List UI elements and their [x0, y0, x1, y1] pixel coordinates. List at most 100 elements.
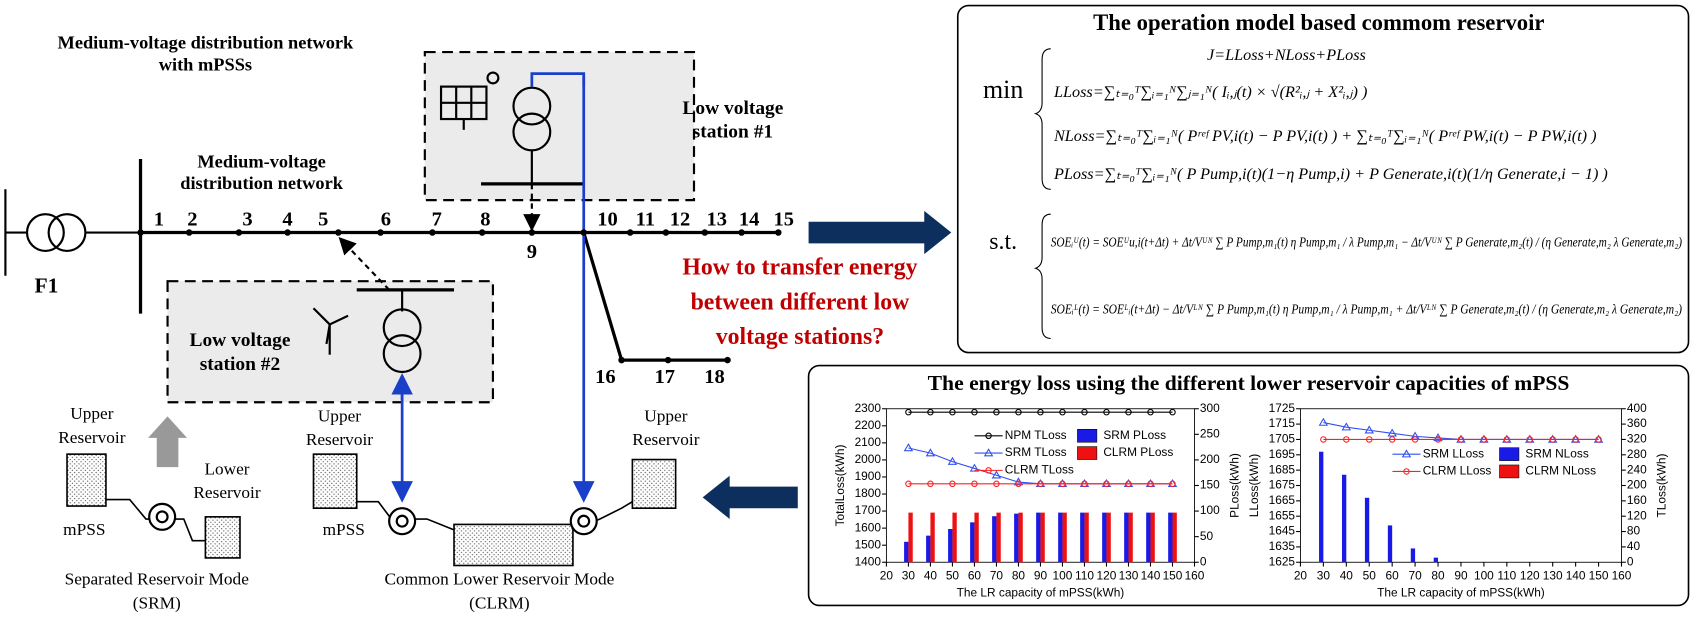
x-tick-label: 90: [1454, 568, 1468, 582]
y-tick-label: 1675: [1269, 478, 1296, 492]
x-tick-label: 120: [1520, 568, 1540, 582]
bar: [974, 512, 979, 563]
point: [905, 480, 912, 488]
y2-tick-label: 50: [1200, 529, 1214, 543]
x-tick-label: 150: [1589, 568, 1609, 582]
node-label: 17: [655, 366, 676, 388]
bus-node: [528, 229, 536, 236]
legend-label: CLRM PLoss: [1103, 445, 1173, 459]
point: [1059, 408, 1066, 416]
bar: [1387, 525, 1393, 563]
point: [1388, 436, 1396, 443]
bus-node: [377, 229, 384, 236]
bus-node: [662, 229, 670, 236]
bus-node: [185, 229, 193, 236]
bar: [1172, 512, 1177, 563]
point: [947, 456, 958, 465]
bar: [1410, 548, 1416, 563]
bus-node: [724, 356, 731, 364]
y2-tick-label: 200: [1200, 452, 1220, 466]
point: [1037, 480, 1044, 488]
wind-icon: [312, 307, 349, 355]
x-tick-label: 160: [1185, 568, 1205, 582]
point: [949, 408, 956, 416]
x-tick-label: 140: [1566, 568, 1586, 582]
point: [1081, 480, 1088, 488]
y-tick-label: 1695: [1269, 447, 1296, 461]
point: [1125, 408, 1132, 416]
reservoir-label: Reservoir: [306, 430, 373, 449]
y-tick-label: 1635: [1269, 539, 1296, 553]
point: [1169, 480, 1176, 488]
point: [1343, 436, 1350, 443]
point: [925, 448, 936, 457]
model-label: min: [983, 75, 1023, 104]
legend-label: SRM NLoss: [1525, 446, 1588, 460]
node-label: 9: [527, 241, 537, 263]
bar: [1364, 497, 1370, 563]
equation: NLoss=∑ₜ₌₀ᵀ∑ᵢ₌₁ᴺ( Pʳᵉᶠ PV,i(t) − P PV,i(…: [1053, 127, 1597, 145]
legend-label: SRM TLoss: [1005, 445, 1067, 459]
point: [1434, 436, 1442, 443]
pump-wheel: [148, 502, 598, 536]
point: [1364, 425, 1374, 434]
point: [1015, 480, 1022, 488]
bus-node: [775, 229, 782, 236]
station-label: station #1: [693, 122, 773, 143]
point: [1015, 408, 1022, 416]
question: How to transfer energy: [682, 255, 917, 281]
y-tick-label: 2100: [855, 435, 882, 449]
bar: [1433, 557, 1439, 563]
network-title: with mPSSs: [159, 54, 252, 74]
point: [1411, 436, 1419, 443]
x-tick-label: 30: [902, 568, 916, 582]
x-tick-label: 20: [880, 568, 894, 582]
x-tick-label: 50: [1363, 568, 1377, 582]
node-label: 13: [706, 208, 727, 230]
node-label: 12: [670, 208, 691, 230]
bar: [948, 528, 953, 563]
node-label: 1: [154, 208, 164, 230]
point: [993, 480, 1000, 488]
point: [1503, 436, 1511, 443]
y-tick-label: 1705: [1269, 432, 1296, 446]
bar: [1058, 512, 1063, 563]
bar: [1062, 512, 1067, 563]
point: [1103, 408, 1110, 416]
x-axis-title: The LR capacity of mPSS(kWh): [1377, 586, 1545, 600]
node-label: 11: [636, 208, 655, 230]
node-label: 2: [187, 208, 197, 230]
bar: [996, 512, 1001, 563]
bar: [1128, 512, 1133, 563]
node-label: 3: [242, 208, 252, 230]
reservoir-label: Upper: [318, 406, 361, 425]
x-tick-label: 130: [1543, 568, 1563, 582]
point: [971, 408, 978, 416]
station-label: Low voltage: [682, 98, 783, 119]
y-tick-label: 1600: [855, 520, 882, 534]
x-tick-label: 90: [1034, 568, 1048, 582]
bus-node: [626, 229, 634, 236]
x-tick-label: 40: [924, 568, 938, 582]
brace: [1033, 213, 1051, 340]
x-tick-label: 150: [1163, 568, 1183, 582]
station-label: station #2: [200, 354, 280, 375]
x-tick-label: 60: [1386, 568, 1400, 582]
y2-tick-label: 0: [1627, 554, 1634, 568]
equation: LLoss=∑ₜ₌₀ᵀ∑ᵢ₌₁ᴺ∑ⱼ₌₁ᴺ( Iᵢ,ⱼ(t) × √(R²ᵢ,ⱼ…: [1053, 83, 1367, 101]
bar: [1102, 512, 1107, 563]
point: [1526, 436, 1534, 443]
y-axis-title: TotalLoss(kWh): [833, 445, 847, 527]
node-label: 8: [480, 208, 490, 230]
point: [1103, 480, 1110, 488]
y2-tick-label: 100: [1200, 503, 1220, 517]
source-label: F1: [34, 274, 58, 298]
y2-tick-label: 80: [1627, 524, 1641, 538]
bus-node: [664, 356, 672, 364]
reservoir-label: Reservoir: [193, 483, 260, 502]
x-tick-label: 100: [1474, 568, 1494, 582]
y2-tick-label: 40: [1627, 539, 1641, 553]
results-box: [807, 364, 1690, 607]
point: [971, 480, 978, 488]
